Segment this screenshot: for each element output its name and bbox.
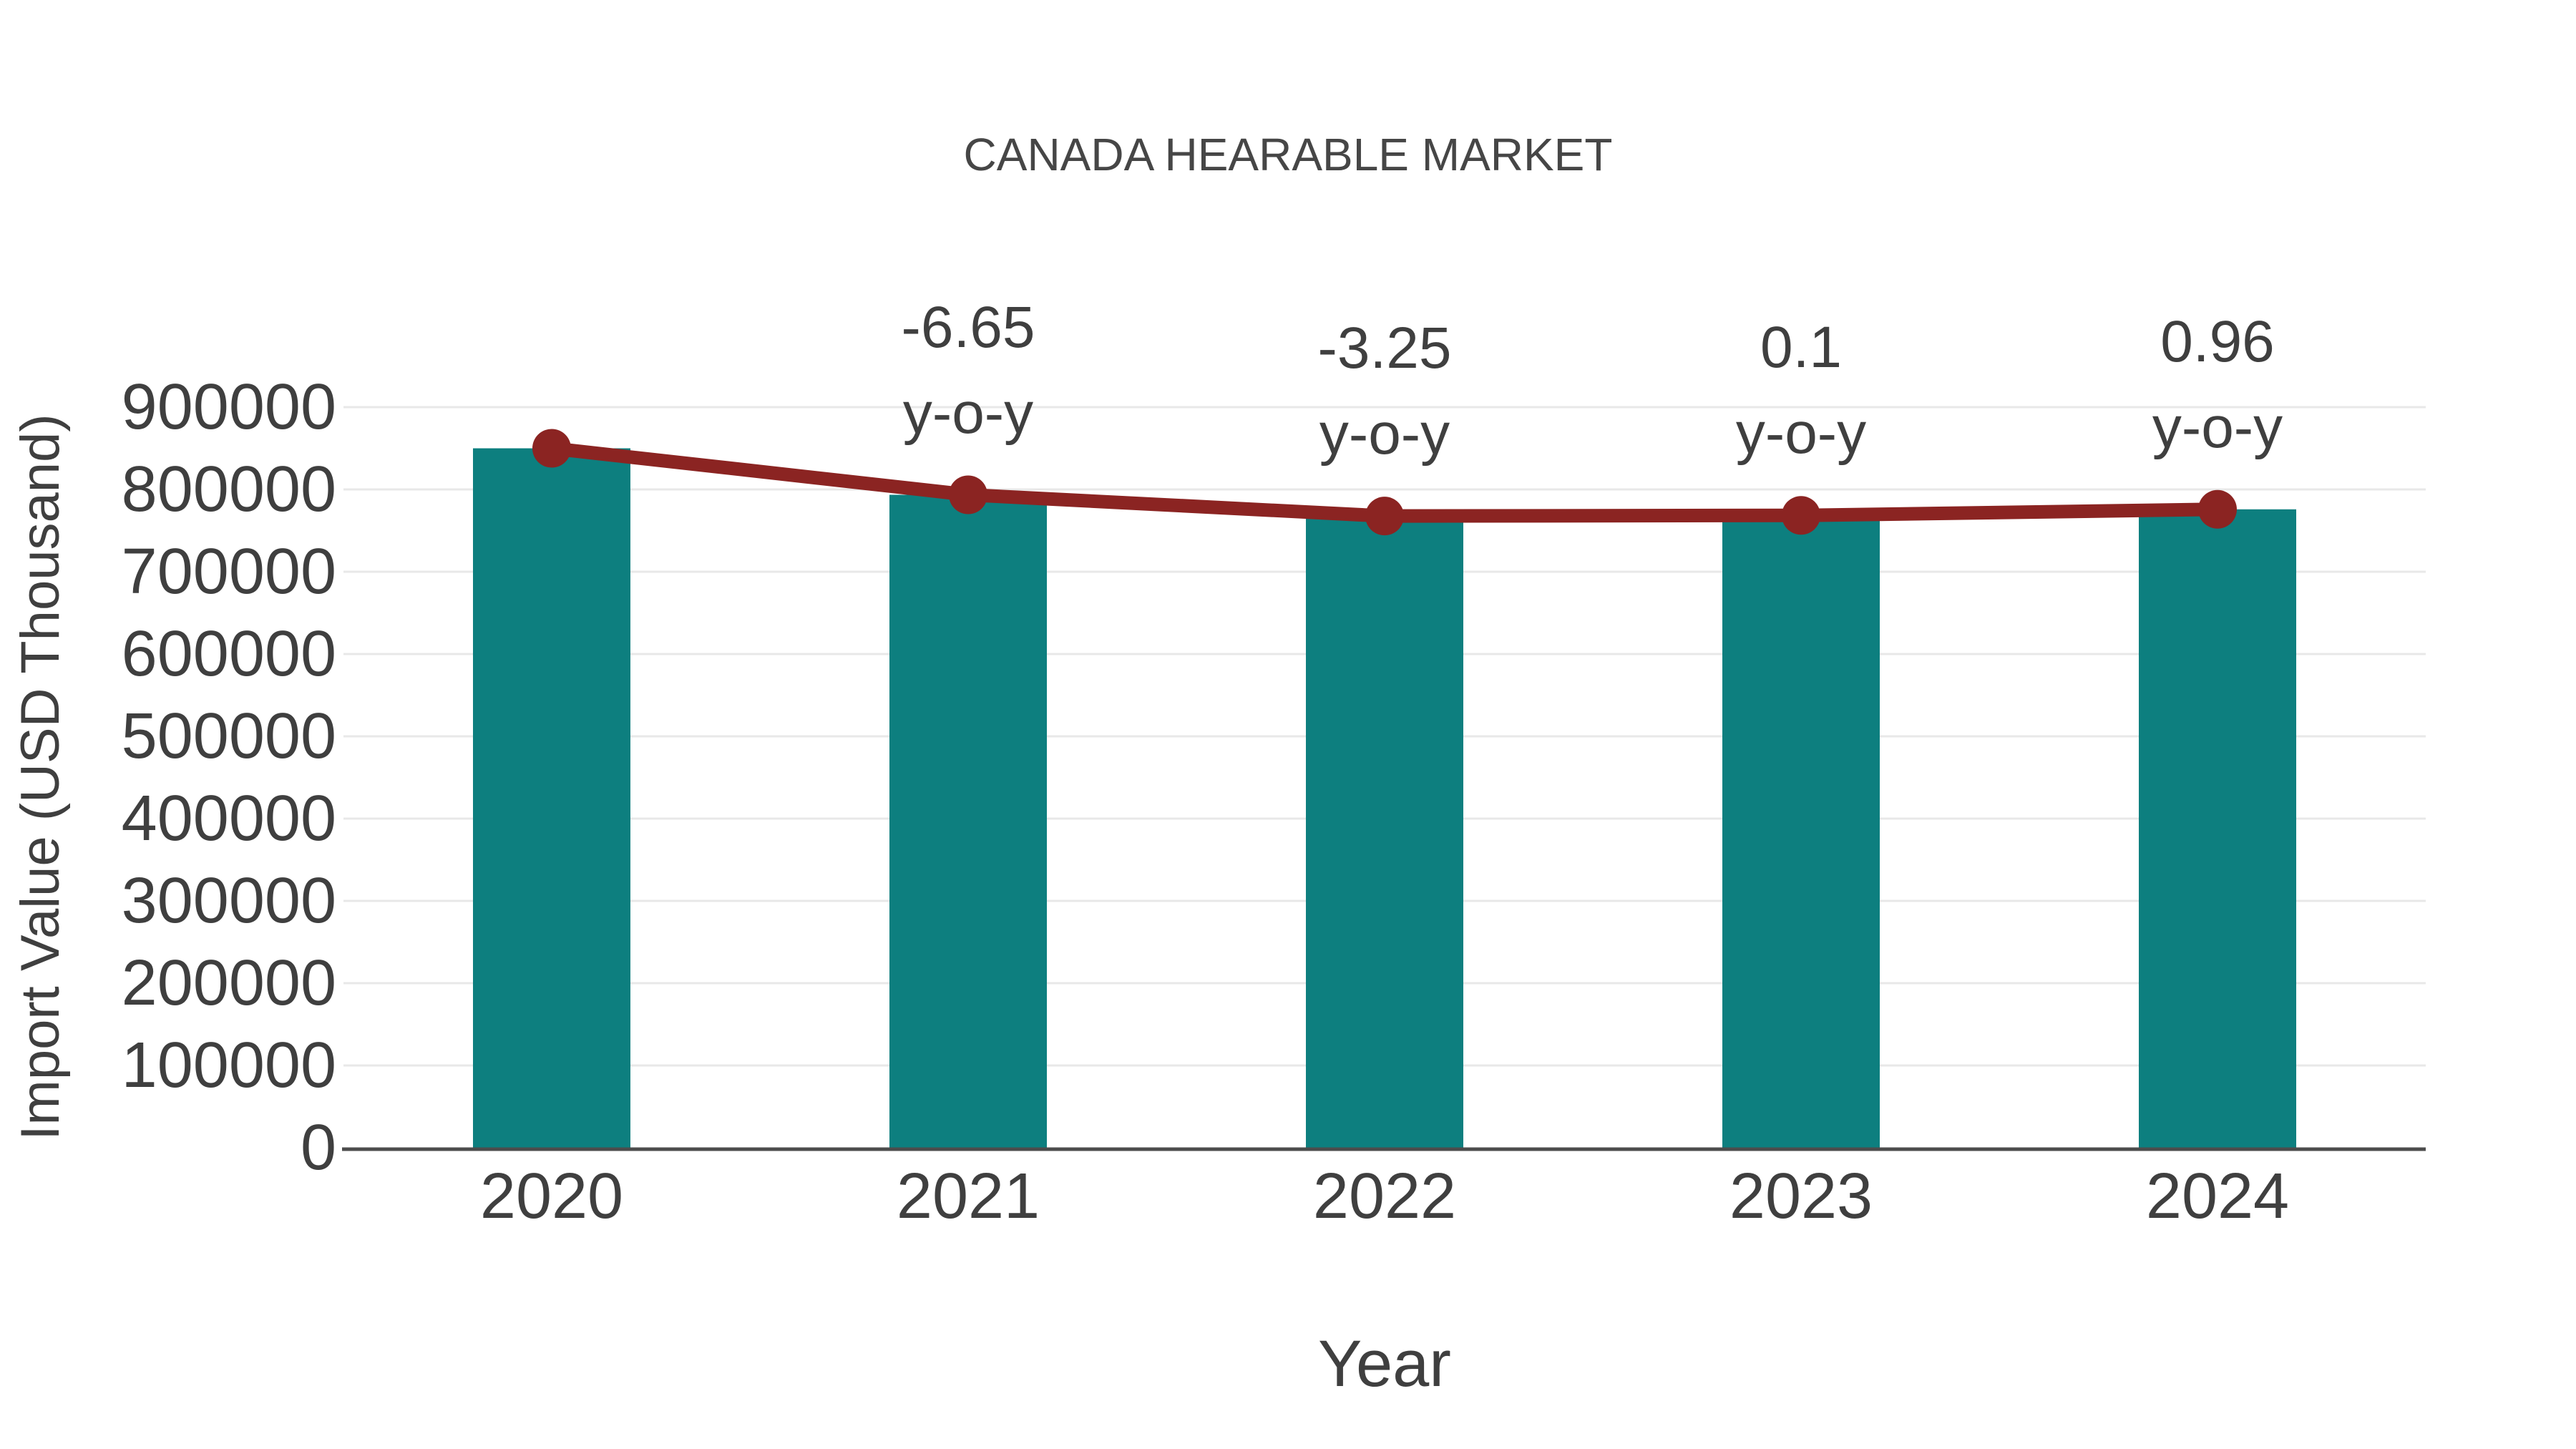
y-tick-label-100000: 100000 xyxy=(121,1030,336,1101)
bar-2021 xyxy=(889,494,1047,1148)
y-tick-label-200000: 200000 xyxy=(121,947,336,1019)
x-axis-title: Year xyxy=(1318,1327,1451,1400)
y-tick-label-600000: 600000 xyxy=(121,618,336,690)
annotation-unit-2023: y-o-y xyxy=(1735,401,1867,467)
annotation-unit-2022: y-o-y xyxy=(1319,401,1450,467)
y-tick-label-300000: 300000 xyxy=(121,865,336,937)
data-point-2020 xyxy=(532,429,571,468)
y-tick-label-800000: 800000 xyxy=(121,454,336,525)
y-tick-label-400000: 400000 xyxy=(121,783,336,854)
bars-layer xyxy=(473,448,2296,1148)
chart-title: CANADA HEARABLE MARKET xyxy=(963,129,1613,180)
x-tick-label-2020: 2020 xyxy=(479,1161,624,1232)
annotation-2022: -3.25 y-o-y xyxy=(1199,306,1571,477)
annotation-value-2022: -3.25 xyxy=(1317,316,1452,381)
bar-2022 xyxy=(1306,516,1463,1148)
annotation-value-2024: 0.96 xyxy=(2160,308,2275,374)
annotation-value-2023: 0.1 xyxy=(1760,315,1842,381)
data-point-2021 xyxy=(949,475,987,514)
bar-2024 xyxy=(2139,509,2296,1148)
x-tick-label-2022: 2022 xyxy=(1312,1161,1457,1232)
x-tick-label-2023: 2023 xyxy=(1729,1161,1873,1232)
annotation-value-2021: -6.65 xyxy=(901,294,1035,360)
annotation-unit-2021: y-o-y xyxy=(902,380,1034,446)
bar-2023 xyxy=(1722,515,1880,1148)
y-tick-label-700000: 700000 xyxy=(121,536,336,608)
annotation-unit-2024: y-o-y xyxy=(2152,394,2283,460)
annotation-2021: -6.65 y-o-y xyxy=(782,285,1154,457)
annotation-2024: 0.96 y-o-y xyxy=(2031,299,2404,471)
y-tick-label-0: 0 xyxy=(300,1112,336,1184)
data-point-2022 xyxy=(1365,497,1404,536)
x-tick-label-2024: 2024 xyxy=(2145,1161,2290,1232)
y-tick-label-500000: 500000 xyxy=(121,701,336,772)
bar-2020 xyxy=(473,448,630,1148)
data-point-2024 xyxy=(2198,489,2237,529)
annotation-2023: 0.1 y-o-y xyxy=(1615,305,1987,477)
x-tick-label-2021: 2021 xyxy=(896,1161,1040,1232)
data-point-2023 xyxy=(1782,496,1820,535)
y-tick-label-900000: 900000 xyxy=(121,371,336,443)
line-series-layer xyxy=(532,429,2237,536)
